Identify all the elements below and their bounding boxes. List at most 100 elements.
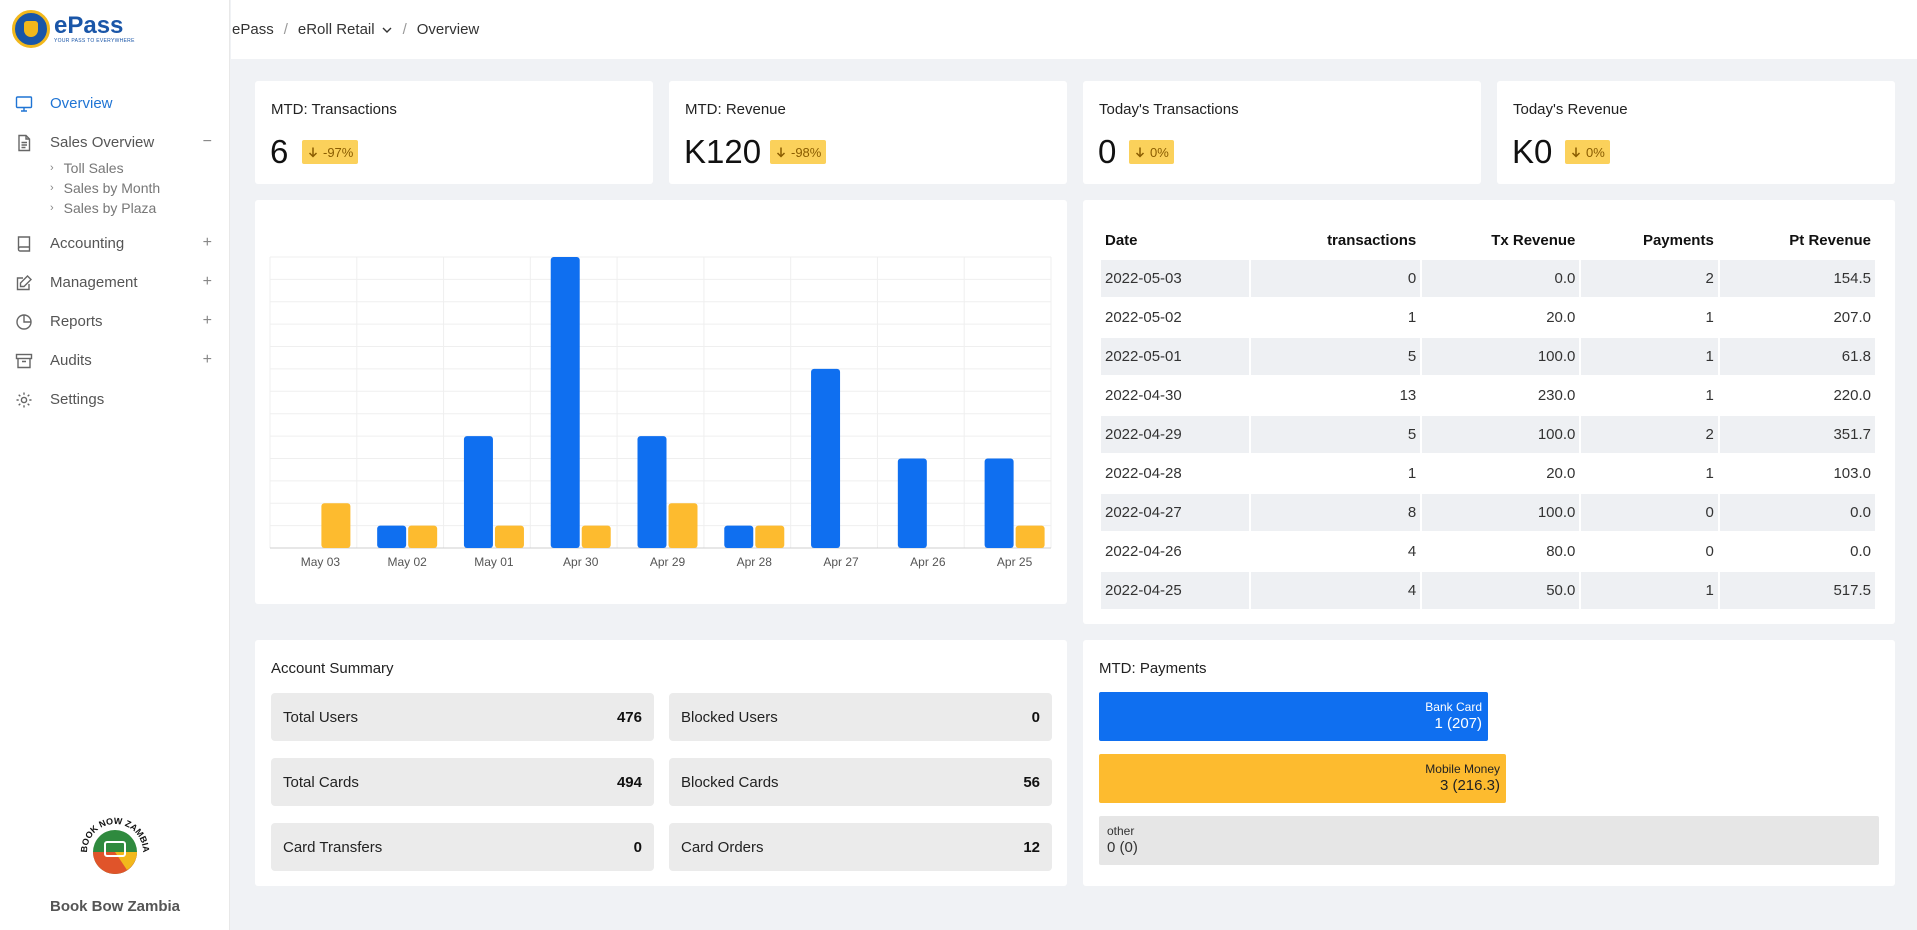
account-summary-title: Account Summary: [271, 660, 394, 677]
table-cell: 0: [1581, 494, 1718, 531]
table-cell: 2022-05-01: [1101, 338, 1249, 375]
bar-transactions-5[interactable]: [724, 525, 754, 548]
stat-title: Today's Revenue: [1513, 101, 1628, 118]
bar-payments-4[interactable]: [668, 503, 698, 548]
expand-icon[interactable]: +: [202, 312, 212, 329]
app-tagline: YOUR PASS TO EVERYWHERE: [54, 38, 135, 44]
pie-chart-icon: [14, 312, 34, 332]
summary-label: Card Orders: [681, 838, 764, 856]
stat-card-today-revenue: Today's Revenue K0 0%: [1497, 81, 1895, 184]
summary-blocked-cards: Blocked Cards 56: [669, 758, 1052, 806]
sidebar-subitem-toll-sales[interactable]: › Toll Sales: [50, 158, 230, 178]
sidebar-item-settings[interactable]: Settings: [0, 380, 230, 419]
stat-title: Today's Transactions: [1099, 101, 1239, 118]
x-tick-label: May 01: [474, 555, 514, 569]
x-tick-label: Apr 30: [563, 555, 599, 569]
sidebar-item-label: Overview: [50, 95, 113, 112]
bar-transactions-8[interactable]: [984, 458, 1014, 548]
summary-label: Blocked Cards: [681, 773, 779, 791]
sidebar-subitem-sales-by-month[interactable]: › Sales by Month: [50, 178, 230, 198]
sidebar-nav: Overview Sales Overview − › Toll Sales ›…: [0, 84, 230, 419]
summary-label: Total Cards: [283, 773, 359, 791]
breadcrumb-separator: /: [402, 21, 407, 38]
table-row: 2022-05-03 0 0.0 2 154.5: [1101, 260, 1875, 297]
stat-change-badge: -97%: [302, 140, 359, 164]
sidebar-item-overview[interactable]: Overview: [0, 84, 230, 123]
sidebar-item-audits[interactable]: Audits +: [0, 341, 230, 380]
table-cell: 0: [1250, 260, 1421, 297]
bar-payments-2[interactable]: [494, 525, 524, 548]
breadcrumb-separator: /: [283, 21, 288, 38]
sidebar-item-management[interactable]: Management +: [0, 263, 230, 302]
collapse-icon[interactable]: −: [202, 133, 212, 150]
table-cell: 1: [1705, 387, 1714, 404]
table-row: 2022-04-27 8 100.0 0 0.0: [1101, 494, 1875, 531]
sidebar-item-label: Sales Overview: [50, 134, 155, 151]
file-text-icon: [14, 133, 34, 153]
table-cell: 230.0: [1537, 387, 1576, 404]
table-row: 2022-04-30 13 230.0 1 220.0: [1101, 377, 1875, 414]
stat-card-mtd-revenue: MTD: Revenue K120 -98%: [669, 81, 1067, 184]
top-bar: ePass / eRoll Retail / Overview: [231, 0, 1917, 59]
bar-transactions-7[interactable]: [897, 458, 927, 548]
table-cell: 5: [1250, 416, 1421, 453]
expand-icon[interactable]: +: [202, 273, 212, 290]
edit-icon: [14, 273, 34, 293]
table-header-row: Date transactions Tx Revenue Payments Pt…: [1101, 222, 1875, 258]
table-cell: 20.0: [1546, 309, 1576, 326]
table-cell: 4: [1250, 572, 1421, 609]
table-cell: 80.0: [1546, 543, 1576, 560]
sidebar-item-sales-overview[interactable]: Sales Overview −: [0, 123, 230, 162]
table-cell: 5: [1250, 338, 1421, 375]
sidebar-item-accounting[interactable]: Accounting +: [0, 224, 230, 263]
sidebar: ePass YOUR PASS TO EVERYWHERE Overview S…: [0, 0, 230, 930]
stat-title: MTD: Transactions: [271, 101, 397, 118]
table-cell: 2022-04-30: [1105, 387, 1182, 404]
column-header[interactable]: transactions: [1327, 231, 1417, 249]
payment-bar-other: other 0 (0): [1099, 816, 1879, 865]
chevron-right-icon: ›: [50, 162, 54, 174]
table-cell: 8: [1250, 494, 1421, 531]
bar-payments-8[interactable]: [1015, 525, 1045, 548]
sidebar-item-reports[interactable]: Reports +: [0, 302, 230, 341]
summary-total-users: Total Users 476: [271, 693, 654, 741]
expand-icon[interactable]: +: [202, 351, 212, 368]
summary-label: Total Users: [283, 708, 359, 726]
column-header[interactable]: Pt Revenue: [1789, 231, 1871, 249]
bar-transactions-1[interactable]: [377, 525, 407, 548]
bar-transactions-6[interactable]: [811, 368, 841, 548]
bar-transactions-2[interactable]: [463, 436, 493, 548]
stat-change-badge: -98%: [770, 140, 827, 164]
summary-label: Card Transfers: [283, 838, 383, 856]
column-header[interactable]: Tx Revenue: [1491, 231, 1576, 249]
bar-payments-1[interactable]: [408, 525, 438, 548]
table-cell: 0.0: [1719, 494, 1875, 531]
bar-payments-3[interactable]: [581, 525, 611, 548]
bar-payments-0[interactable]: [321, 503, 351, 548]
expand-icon[interactable]: +: [202, 234, 212, 251]
table-row: 2022-04-26 4 80.0 0 0.0: [1101, 533, 1875, 570]
daily-summary-table: Date transactions Tx Revenue Payments Pt…: [1099, 220, 1877, 611]
x-tick-label: Apr 28: [737, 555, 773, 569]
bar-transactions-3[interactable]: [550, 257, 580, 548]
table-cell: 0.0: [1850, 543, 1871, 560]
breadcrumb-section-dropdown[interactable]: eRoll Retail: [298, 21, 393, 38]
arrow-down-icon: [776, 147, 786, 158]
app-logo[interactable]: ePass YOUR PASS TO EVERYWHERE: [12, 10, 135, 48]
daily-table-card: Date transactions Tx Revenue Payments Pt…: [1083, 200, 1895, 624]
bar-payments-5[interactable]: [755, 525, 785, 548]
summary-total-cards: Total Cards 494: [271, 758, 654, 806]
mtd-payments-title: MTD: Payments: [1099, 660, 1207, 677]
column-header[interactable]: Payments: [1642, 231, 1714, 249]
bar-transactions-4[interactable]: [637, 436, 667, 548]
sidebar-item-label: Audits: [50, 352, 92, 369]
column-header[interactable]: Date: [1105, 231, 1138, 249]
table-cell: 1: [1705, 465, 1714, 482]
table-cell: 2022-04-29: [1101, 416, 1249, 453]
breadcrumb-root[interactable]: ePass: [232, 21, 274, 38]
summary-card-orders: Card Orders 12: [669, 823, 1052, 871]
summary-value: 0: [633, 838, 642, 856]
table-cell: 2022-04-26: [1105, 543, 1182, 560]
summary-blocked-users: Blocked Users 0: [669, 693, 1052, 741]
sidebar-subitem-sales-by-plaza[interactable]: › Sales by Plaza: [50, 198, 230, 218]
